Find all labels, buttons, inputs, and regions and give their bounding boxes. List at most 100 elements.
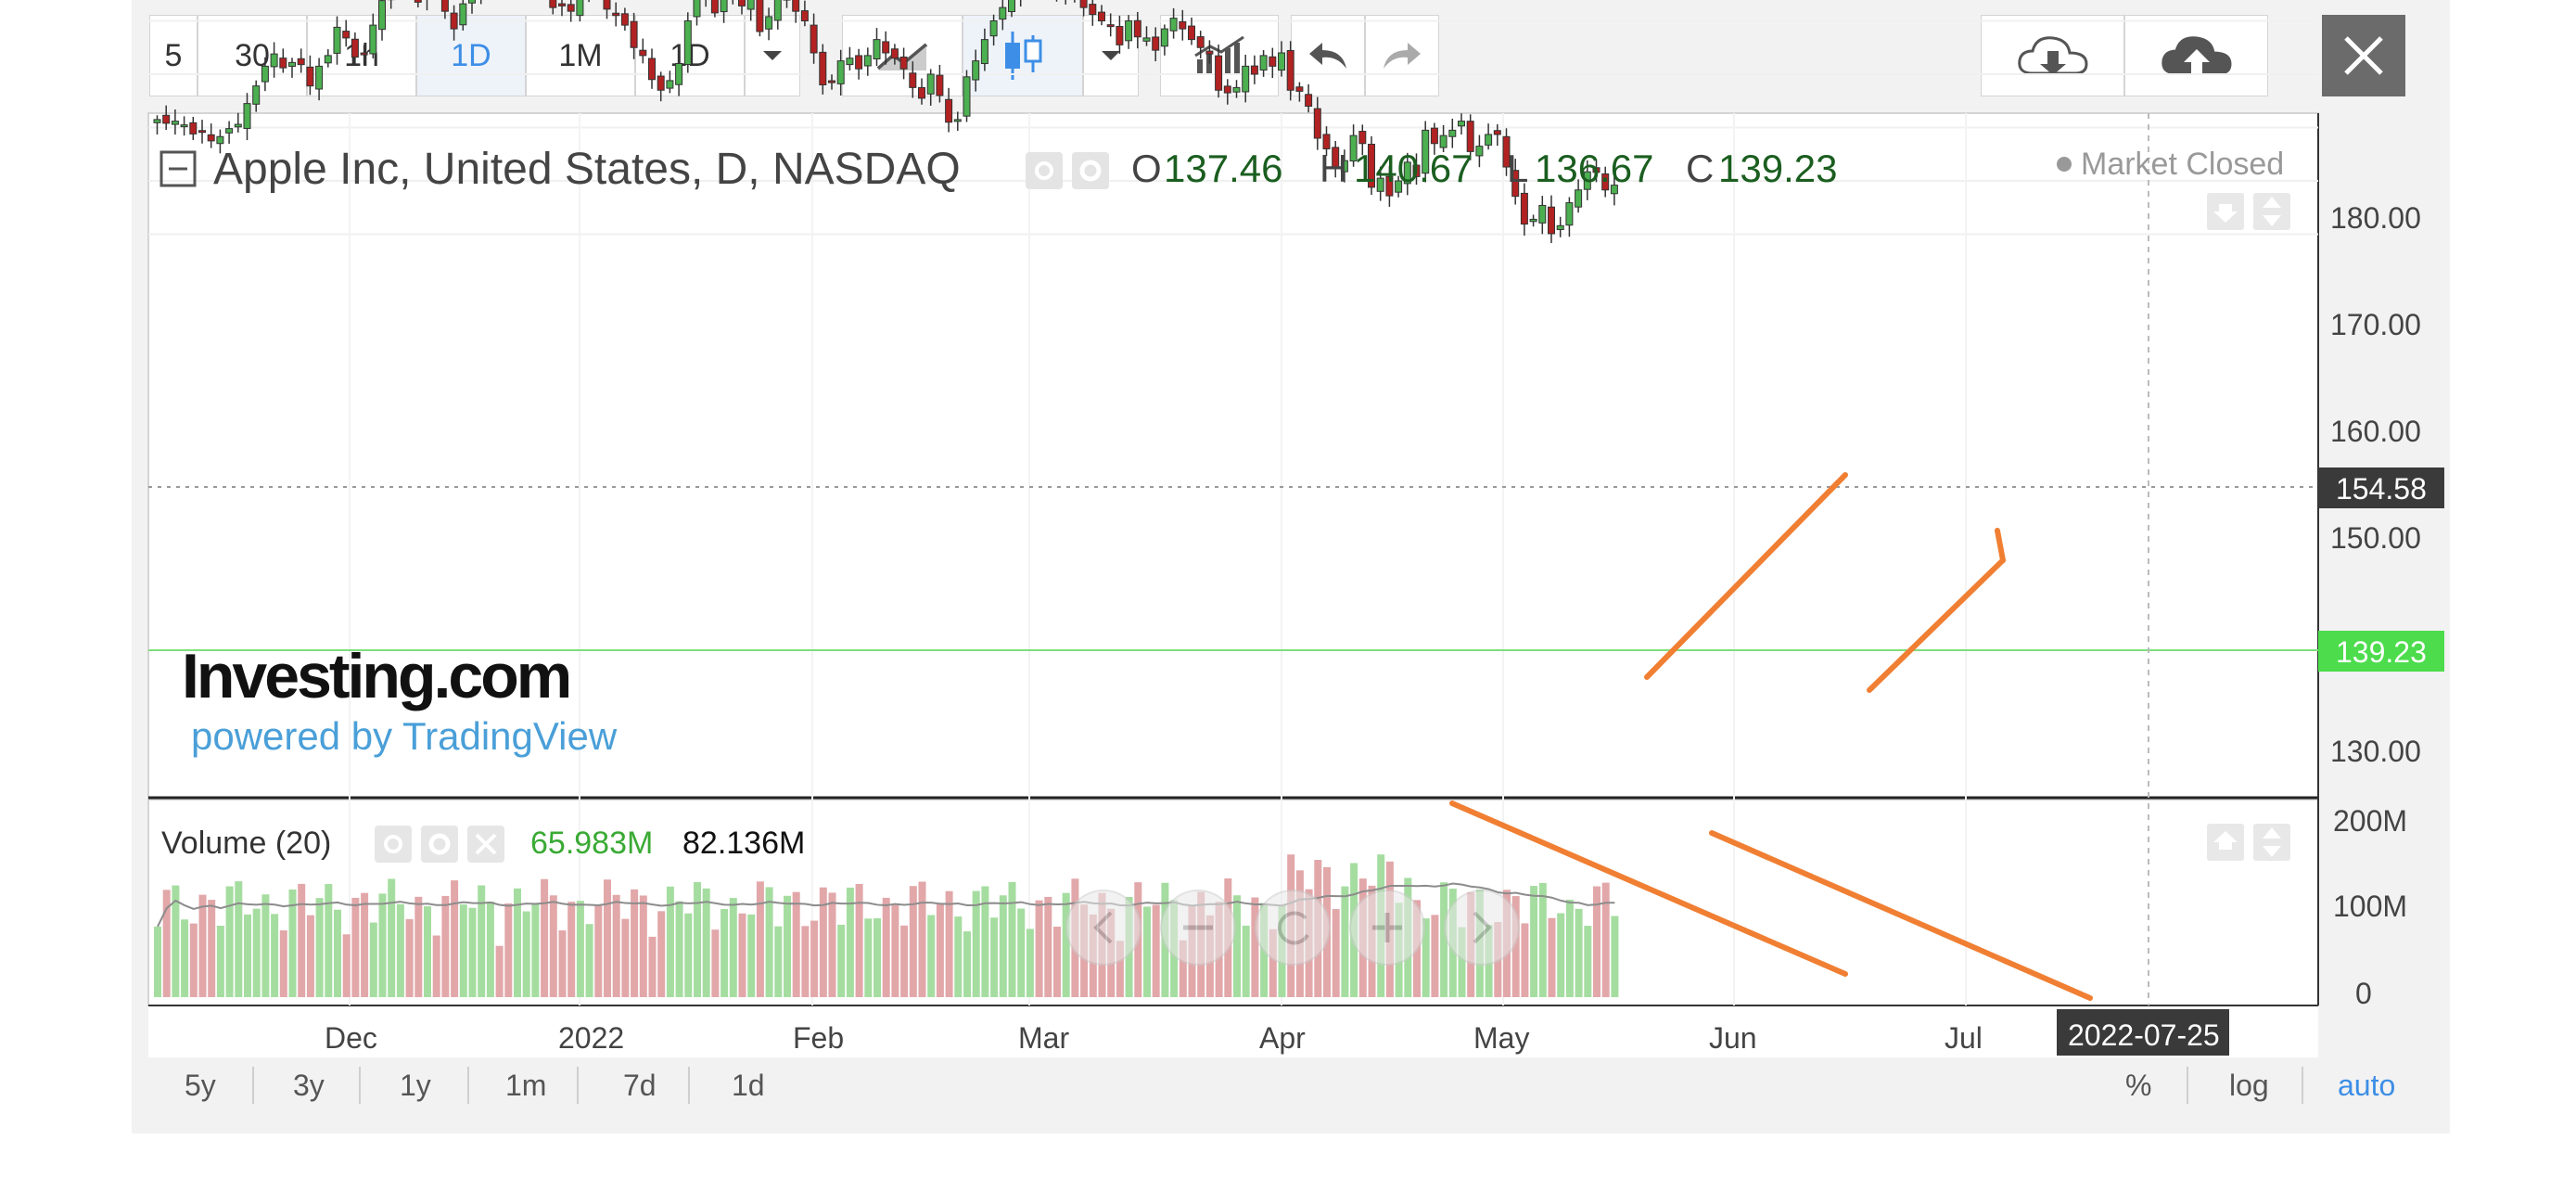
candle	[1376, 177, 1384, 192]
candle	[351, 38, 359, 58]
candle	[989, 20, 998, 37]
log-scale-button[interactable]: log	[2229, 1069, 2269, 1103]
volume-bar	[1557, 913, 1565, 997]
range-3y-button[interactable]: 3y	[293, 1069, 325, 1103]
volume-bar	[604, 879, 611, 997]
candle	[369, 24, 377, 55]
volume-bar	[388, 878, 396, 997]
candle	[683, 20, 692, 66]
candle	[189, 122, 198, 134]
symbol-title: Apple Inc, United States, D, NASDAQ	[213, 145, 961, 194]
volume-bar	[478, 885, 486, 997]
candle	[1106, 24, 1115, 28]
time-axis-area	[148, 1005, 2318, 1057]
candle	[171, 121, 179, 125]
volume-bar	[198, 894, 207, 997]
grid-lines	[148, 19, 2318, 1005]
range-separator	[359, 1067, 361, 1104]
volume-bar	[846, 887, 854, 997]
candle	[1511, 170, 1520, 198]
volume-bar	[1601, 882, 1610, 997]
time-label: Jul	[1945, 1021, 1983, 1055]
volume-ma-line	[157, 882, 1615, 928]
volume-bar	[639, 895, 647, 997]
volume-visibility-icon[interactable]	[375, 826, 412, 863]
reset-button[interactable]	[1255, 890, 1331, 966]
volume-bar	[936, 903, 944, 997]
candle	[953, 119, 962, 122]
settings-icon[interactable]	[1072, 152, 1109, 189]
collapse-icon[interactable]	[159, 150, 197, 187]
save-chart-button[interactable]	[2124, 15, 2268, 96]
volume-bar	[1062, 892, 1070, 997]
volume-bar	[486, 901, 494, 997]
gear-icon	[1079, 160, 1102, 182]
scroll-right-button[interactable]	[1444, 890, 1520, 966]
interval-1d-label: 1D	[451, 37, 491, 73]
volume-bar	[531, 903, 540, 997]
arrow-up-icon	[2213, 831, 2238, 850]
candle	[324, 55, 332, 64]
candle	[576, 0, 584, 17]
volume-tick: 0	[2355, 977, 2372, 1010]
candle	[1448, 129, 1457, 137]
volume-bar	[558, 930, 567, 997]
close-button[interactable]	[2322, 15, 2405, 96]
candle	[836, 60, 845, 84]
expand-icon[interactable]	[2253, 193, 2290, 230]
candle	[243, 103, 251, 129]
scroll-left-button[interactable]	[1065, 890, 1141, 966]
visibility-icon[interactable]	[1026, 152, 1063, 189]
redo-button[interactable]	[1365, 15, 1439, 96]
range-5y-button[interactable]: 5y	[185, 1069, 216, 1103]
percent-scale-button[interactable]: %	[2125, 1069, 2151, 1103]
interval-1m-button[interactable]: 1M	[526, 15, 635, 96]
undo-button[interactable]	[1291, 15, 1365, 96]
volume-expand-icon[interactable]	[2253, 824, 2290, 861]
price-tick: 170.00	[2330, 308, 2421, 341]
chevron-right-icon	[1473, 911, 1492, 944]
candle	[216, 135, 224, 145]
volume-bar	[315, 898, 324, 997]
candle	[1232, 86, 1241, 93]
candle	[648, 58, 656, 81]
volume-bar	[711, 929, 720, 997]
load-chart-button[interactable]	[1981, 15, 2124, 96]
ohlc-low: 136.67	[1535, 147, 1653, 190]
trendline-annotation	[1644, 472, 1848, 680]
volume-settings-icon[interactable]	[421, 826, 458, 863]
volume-bar	[514, 888, 521, 997]
interval-5-button[interactable]: 5	[149, 15, 198, 96]
candle	[756, 0, 764, 32]
auto-scale-label: auto	[2338, 1069, 2396, 1102]
price-level-label: 154.58	[2336, 472, 2427, 506]
price-tick: 180.00	[2330, 201, 2421, 235]
range-1y-button[interactable]: 1y	[400, 1069, 431, 1103]
volume-bar	[414, 896, 423, 997]
interval-1d-button[interactable]: 1D	[416, 15, 526, 96]
candle	[620, 13, 629, 26]
candle	[999, 6, 1007, 20]
candle	[1592, 167, 1600, 173]
volume-bar	[361, 892, 369, 997]
volume-bar	[1593, 886, 1600, 997]
redo-icon	[1384, 43, 1421, 69]
auto-scale-button[interactable]: auto	[2338, 1069, 2395, 1103]
undo-icon	[1309, 43, 1346, 69]
candle	[828, 80, 835, 83]
range-7d-button[interactable]: 7d	[623, 1069, 657, 1103]
range-7d-label: 7d	[623, 1069, 657, 1102]
range-1d-button[interactable]: 1d	[732, 1069, 765, 1103]
candlestick-icon	[1005, 32, 1042, 80]
volume-bar	[378, 893, 387, 997]
volume-bar	[738, 913, 746, 997]
candle	[1079, 0, 1088, 8]
market-status-dot	[2057, 157, 2072, 172]
interval-30-button[interactable]: 30	[198, 15, 307, 96]
volume-bar	[801, 926, 810, 997]
range-1m-button[interactable]: 1m	[505, 1069, 546, 1103]
volume-bar	[954, 916, 963, 997]
volume-bar	[1530, 886, 1538, 997]
volume-bar	[874, 917, 881, 997]
